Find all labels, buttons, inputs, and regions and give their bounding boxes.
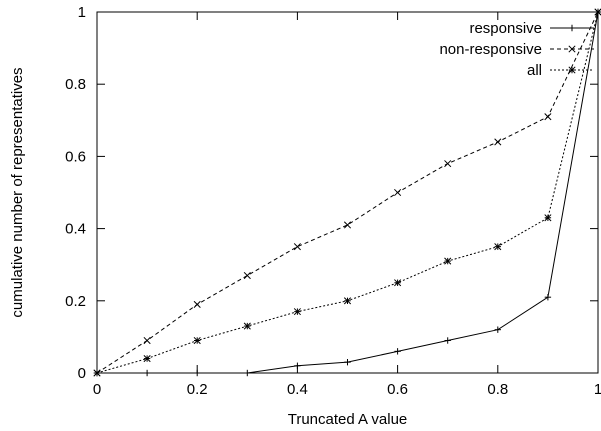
marker-stroke bbox=[444, 257, 452, 265]
marker-stroke bbox=[494, 243, 502, 251]
marker-stroke bbox=[343, 221, 352, 229]
legend-marker bbox=[568, 24, 576, 32]
x-axis-label: Truncated A value bbox=[288, 411, 408, 428]
data-point bbox=[394, 188, 402, 197]
data-point bbox=[193, 300, 201, 308]
data-point bbox=[444, 160, 452, 168]
x-tick-label: 0.6 bbox=[387, 381, 408, 398]
y-tick-label: 0.2 bbox=[65, 293, 86, 310]
marker-stroke bbox=[494, 138, 502, 146]
legend: responsive non-responsive all bbox=[439, 20, 594, 79]
marker-stroke bbox=[293, 243, 301, 251]
marker-stroke bbox=[93, 369, 101, 377]
data-point bbox=[194, 369, 201, 377]
data-point bbox=[544, 293, 552, 301]
y-tick-label: 1 bbox=[78, 4, 86, 21]
axis-ticks: 0 0.2 0.4 0.6 0.8 1 0 0.2 0.4 0.6 0.8 1 bbox=[65, 4, 601, 398]
y-tick-label: 0.4 bbox=[65, 221, 86, 238]
marker-stroke bbox=[143, 355, 151, 363]
data-point bbox=[343, 297, 352, 305]
legend-label: all bbox=[527, 62, 542, 79]
data-point bbox=[143, 336, 151, 345]
legend-marker bbox=[568, 45, 576, 53]
legend-label: responsive bbox=[469, 20, 542, 37]
series-non-responsive bbox=[93, 8, 601, 377]
data-point bbox=[293, 243, 301, 251]
data-point bbox=[143, 355, 151, 363]
data-point bbox=[93, 369, 101, 377]
marker-stroke bbox=[568, 45, 576, 53]
y-tick-label: 0.8 bbox=[65, 76, 86, 93]
x-tick-label: 0.4 bbox=[287, 381, 308, 398]
x-tick-label: 0.2 bbox=[187, 381, 208, 398]
marker-stroke bbox=[243, 322, 251, 330]
data-point bbox=[143, 369, 151, 377]
data-point bbox=[494, 243, 502, 251]
series-line bbox=[97, 11, 599, 374]
data-point bbox=[494, 138, 502, 146]
legend-marker bbox=[568, 66, 576, 74]
marker-stroke bbox=[544, 214, 552, 222]
y-tick-label: 0.6 bbox=[65, 148, 86, 165]
data-point bbox=[294, 362, 301, 369]
data-point bbox=[344, 358, 351, 366]
marker-stroke bbox=[544, 113, 552, 121]
marker-stroke bbox=[293, 308, 301, 316]
series-responsive bbox=[93, 8, 601, 377]
marker-stroke bbox=[568, 66, 576, 74]
x-tick-label: 0.8 bbox=[487, 381, 508, 398]
marker-stroke bbox=[594, 8, 601, 16]
series-layer bbox=[93, 8, 601, 377]
data-point bbox=[193, 336, 201, 345]
data-point bbox=[243, 271, 251, 280]
data-point bbox=[494, 326, 501, 333]
marker-stroke bbox=[193, 300, 201, 308]
data-point bbox=[243, 322, 251, 330]
marker-stroke bbox=[143, 336, 151, 345]
marker-stroke bbox=[243, 271, 251, 280]
legend-entry: non-responsive bbox=[439, 41, 594, 58]
data-point bbox=[293, 308, 301, 316]
data-point bbox=[544, 113, 552, 121]
x-tick-label: 0 bbox=[93, 381, 101, 398]
y-axis-label: cumulative number of representatives bbox=[9, 67, 26, 317]
legend-entry: all bbox=[527, 62, 594, 79]
x-tick-label: 1 bbox=[594, 381, 601, 398]
marker-stroke bbox=[193, 336, 201, 345]
marker-stroke bbox=[444, 160, 452, 168]
data-point bbox=[394, 279, 402, 287]
data-point bbox=[394, 348, 401, 355]
data-point bbox=[244, 369, 251, 377]
y-tick-label: 0 bbox=[78, 365, 86, 382]
data-point bbox=[343, 221, 352, 229]
plot-frame bbox=[96, 11, 599, 374]
series-line bbox=[96, 11, 599, 374]
marker-stroke bbox=[394, 188, 402, 197]
series-line bbox=[96, 11, 599, 374]
marker-stroke bbox=[394, 279, 402, 287]
marker-stroke bbox=[343, 297, 352, 305]
legend-entry: responsive bbox=[469, 20, 594, 37]
data-point bbox=[444, 257, 452, 265]
data-point bbox=[544, 214, 552, 222]
legend-label: non-responsive bbox=[439, 41, 542, 58]
series-all bbox=[93, 8, 601, 377]
data-point bbox=[444, 337, 451, 344]
data-point bbox=[594, 8, 601, 16]
